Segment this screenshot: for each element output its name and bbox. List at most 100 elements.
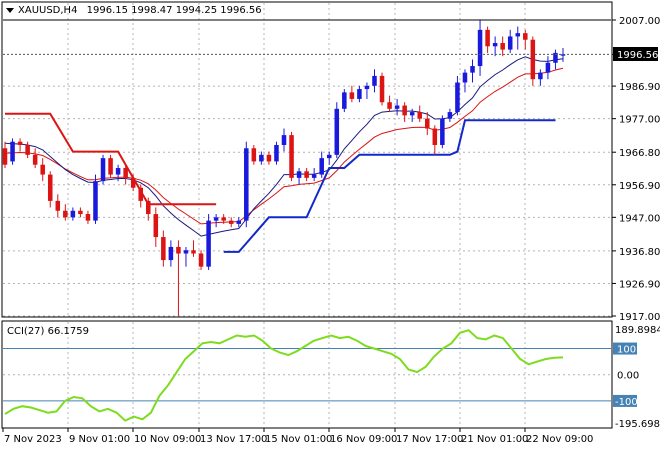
candle (176, 240, 181, 316)
price-ticks: 2007.00 1986.90 1977.00 1966.80 1956.90 1947.… (612, 16, 660, 323)
candle-body (10, 141, 15, 162)
candle-body (70, 210, 76, 218)
cci-scale-bottom: -195.6983 (615, 419, 660, 430)
candle-body (281, 135, 287, 145)
candle-body (447, 112, 453, 119)
candle (311, 168, 317, 182)
candle-body (394, 105, 400, 109)
candle-body (289, 135, 294, 178)
candle (304, 168, 309, 182)
svg-text:XAUUSD,H4 1996.15 1998.4: XAUUSD,H4 1996.15 1998.47 1994.25 1996.5… (18, 5, 262, 16)
time-tick-label: 15 Nov 01:00 (265, 434, 332, 445)
header-arrow-icon (6, 8, 14, 13)
candle (25, 141, 30, 159)
candle-body (515, 33, 521, 37)
cci-level-low-box (613, 394, 637, 407)
candle-body (432, 128, 438, 145)
candle (183, 246, 189, 267)
candle (153, 207, 159, 247)
candle-body (228, 220, 234, 224)
candle-body (206, 220, 211, 267)
candle-body (236, 220, 242, 224)
price-tick-label: 2007.00 (619, 16, 660, 27)
candle (289, 131, 294, 182)
candle-body (334, 108, 340, 155)
candle-body (2, 148, 8, 165)
candle-body (326, 154, 332, 159)
candle-body (553, 52, 558, 63)
price-tick-label: 1956.90 (619, 181, 660, 192)
candle (560, 48, 566, 62)
cci-title: CCI(27) 66.1759 (7, 326, 89, 337)
candle (507, 29, 513, 53)
candle (221, 214, 226, 224)
candle-body (319, 158, 324, 175)
candle-body (40, 164, 45, 175)
candle (402, 102, 407, 122)
candle (342, 89, 347, 113)
candle (251, 144, 257, 165)
candle (326, 151, 332, 165)
candle-body (25, 144, 30, 155)
candles (2, 20, 566, 316)
price-tag-box (613, 47, 658, 61)
candle (10, 138, 15, 165)
candle (296, 168, 302, 185)
candle (379, 72, 385, 106)
candle-body (213, 217, 219, 221)
price-tick-label: 1926.90 (619, 279, 660, 290)
cci-line (4, 329, 564, 422)
candle-body (304, 171, 309, 178)
candle-body (477, 29, 483, 67)
candle (93, 174, 98, 224)
candle (244, 141, 249, 228)
candle-body (251, 148, 257, 162)
candle-body (221, 217, 226, 221)
time-tick-label: 16 Nov 09:00 (330, 434, 397, 445)
ma-fast-line (4, 56, 564, 237)
time-tick-label: 13 Nov 17:00 (200, 434, 267, 445)
candle (108, 154, 113, 178)
time-tick-label: 22 Nov 09:00 (526, 434, 593, 445)
candle (357, 85, 362, 103)
candle (470, 59, 475, 83)
candle-body (176, 246, 181, 254)
candle-body (198, 253, 204, 267)
candle-body (523, 33, 528, 40)
candle (432, 125, 438, 155)
candle (530, 36, 536, 86)
candle-body (85, 214, 91, 221)
candle-body (244, 148, 249, 221)
candle-body (93, 181, 98, 221)
trailing-stop-lines (5, 112, 556, 253)
candle (228, 217, 234, 228)
candle (372, 69, 377, 93)
time-tick-label: 7 Nov 2023 (4, 434, 62, 445)
candle-body (146, 200, 151, 215)
cci-scale-top: 189.8984 (615, 325, 660, 336)
candle (17, 138, 23, 152)
cci-level-high-box (613, 342, 637, 355)
candle (55, 194, 61, 218)
ohlc-label: 1996.15 1998.47 1994.25 1996.56 (87, 5, 262, 16)
candle-body (153, 214, 159, 238)
price-axis: 2007.00 1986.90 1977.00 1966.80 1956.90 1947.… (612, 16, 660, 323)
candle-body (507, 36, 513, 50)
symbol-label: XAUUSD,H4 (18, 5, 77, 16)
candle-body (500, 43, 505, 50)
ma-slow-line (4, 67, 564, 225)
price-tick-label: 1977.00 (619, 115, 660, 126)
price-tick-label: 1986.90 (619, 82, 660, 93)
candle-body (266, 154, 272, 162)
time-tick-label: 9 Nov 01:00 (69, 434, 130, 445)
candle-body (191, 250, 196, 254)
candle-body (417, 112, 422, 119)
indicator-panel: CCI(27) 66.1759 189.8984 100 0.00 -100 -… (1, 320, 660, 430)
candle-body (349, 92, 355, 99)
candle-body (387, 102, 392, 109)
candle-body (108, 158, 113, 175)
candle-body (342, 92, 347, 109)
candle-body (47, 174, 53, 201)
candle-body (123, 168, 128, 178)
